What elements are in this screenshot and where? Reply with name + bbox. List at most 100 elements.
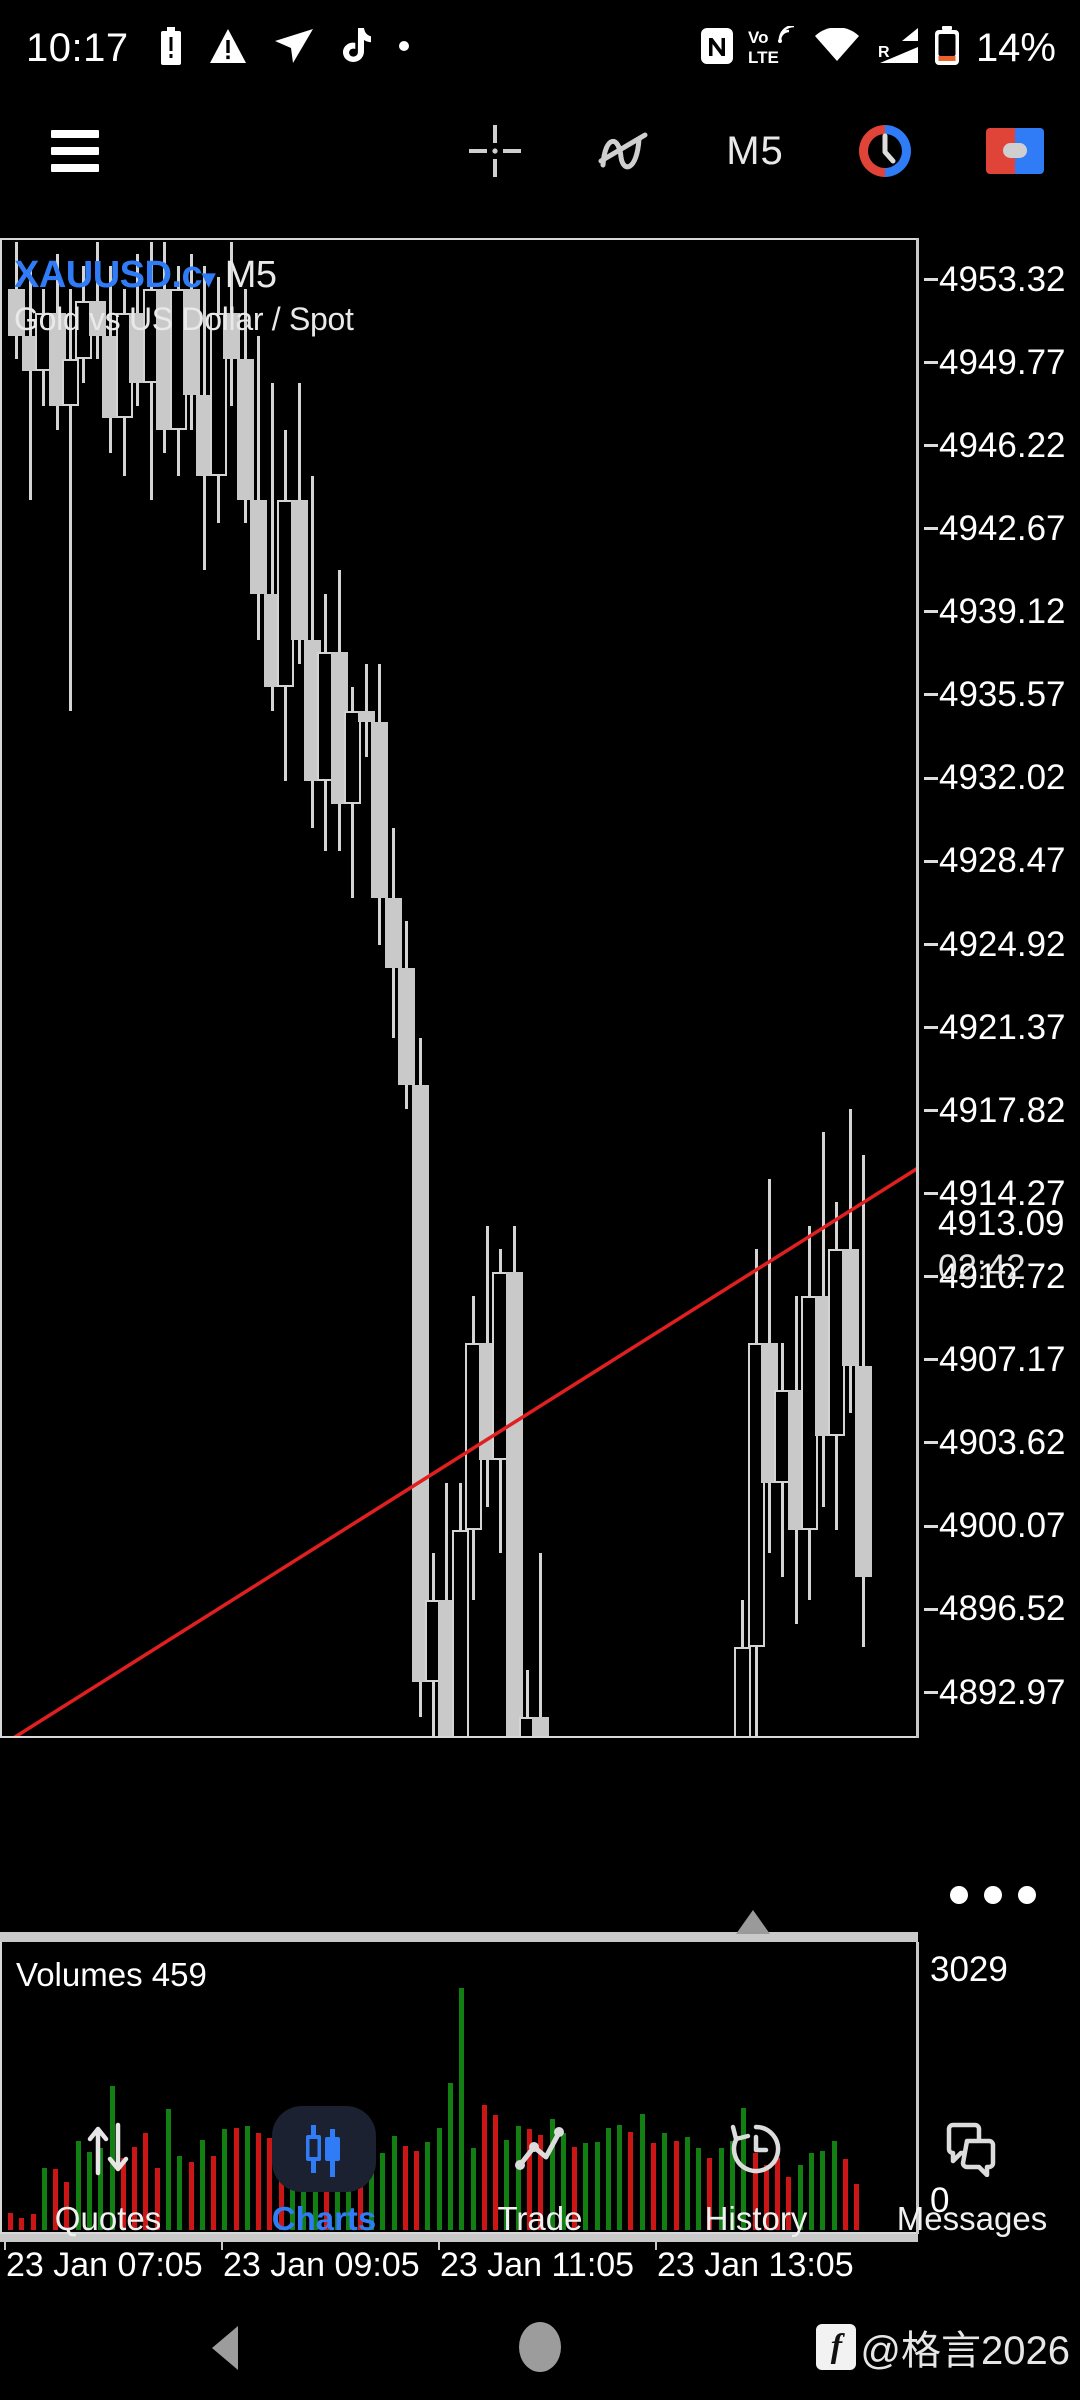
volume-bar xyxy=(662,2133,668,2230)
indicators-icon[interactable] xyxy=(560,96,690,206)
nav-item-trade[interactable]: Trade xyxy=(440,2106,640,2238)
candlestick xyxy=(384,240,402,1736)
candlestick xyxy=(48,240,66,1736)
hamburger-menu-icon[interactable] xyxy=(20,130,130,172)
status-right-icons: Vo LTE R 14% xyxy=(700,0,1056,96)
candlestick xyxy=(330,240,348,1736)
volume-bar xyxy=(730,2140,735,2230)
volume-bar xyxy=(763,2164,769,2230)
price-axis-label: 4900.07 xyxy=(924,1506,1066,1546)
trade-clock-icon[interactable] xyxy=(820,96,950,206)
trade-line-icon xyxy=(488,2106,592,2192)
system-navigation-bar: f @格言2026 xyxy=(0,2288,1080,2400)
volume-bar xyxy=(696,2148,702,2230)
volume-bar xyxy=(752,2153,758,2230)
candlestick xyxy=(828,240,846,1736)
more-options-icon[interactable] xyxy=(950,1886,1036,1904)
price-pane[interactable]: XAUUSD.c▾ M5 Gold vs US Dollar / Spot xyxy=(0,238,918,1738)
candlestick xyxy=(505,240,523,1736)
volume-bar xyxy=(98,2148,104,2230)
volume-bar xyxy=(628,2131,634,2230)
nav-item-history[interactable]: History xyxy=(656,2106,856,2238)
pane-splitter[interactable] xyxy=(0,1932,918,1942)
volume-bar xyxy=(504,2139,510,2230)
volume-bar xyxy=(560,2133,566,2230)
volume-bar xyxy=(673,2140,679,2230)
volume-title: Volumes 459 xyxy=(16,1956,207,1993)
nav-label-trade: Trade xyxy=(497,2200,583,2237)
volume-bar xyxy=(842,2158,848,2230)
nav-item-quotes[interactable]: Quotes xyxy=(8,2106,208,2238)
crosshair-icon[interactable] xyxy=(430,96,560,206)
nav-label-charts: Charts xyxy=(271,2200,377,2237)
watermark: f @格言2026 xyxy=(816,2318,1070,2376)
volume-bar xyxy=(651,2143,657,2230)
candlestick xyxy=(438,240,456,1736)
price-axis-label: 4939.12 xyxy=(924,592,1066,632)
time-axis-label: 23 Jan 11:05 xyxy=(440,2246,635,2284)
candlestick xyxy=(21,240,39,1736)
volume-bar xyxy=(617,2125,623,2230)
price-axis-labels[interactable]: 4953.32 4949.77 4946.22 4942.67 4939.12 4935.… xyxy=(924,238,1080,1738)
current-price-label: 4913.09 xyxy=(938,1203,1065,1243)
volume-bar xyxy=(391,2135,397,2230)
time-axis-tick xyxy=(655,2234,657,2250)
candlestick xyxy=(209,240,227,1736)
chart-area[interactable]: XAUUSD.c▾ M5 Gold vs US Dollar / Spot 49… xyxy=(0,206,1080,2284)
price-axis-line xyxy=(916,238,919,1738)
candlestick xyxy=(478,240,496,1736)
volume-bar xyxy=(481,2104,487,2230)
price-axis-label: 4928.47 xyxy=(924,841,1066,881)
candlestick xyxy=(236,240,254,1736)
volume-bar xyxy=(605,2127,611,2230)
back-triangle-icon[interactable] xyxy=(212,2326,238,2370)
status-time: 10:17 xyxy=(26,25,129,70)
toolbar-actions: M5 xyxy=(430,96,1080,206)
volume-min-label: 0 xyxy=(930,2181,950,2220)
volume-bar xyxy=(718,2148,724,2230)
volume-bar xyxy=(786,2176,792,2230)
timeframe-button[interactable]: M5 xyxy=(726,128,784,173)
pane-splitter-handle[interactable] xyxy=(736,1910,770,1934)
nav-label-messages: Messages xyxy=(896,2200,1048,2237)
one-click-trading-icon[interactable] xyxy=(950,96,1080,206)
volume-axis-line xyxy=(916,1942,919,2234)
home-circle-icon[interactable] xyxy=(519,2322,561,2372)
candlestick xyxy=(223,240,241,1736)
svg-text:LTE: LTE xyxy=(748,48,779,66)
volume-bar xyxy=(470,2148,476,2230)
volume-bar xyxy=(707,2157,713,2230)
volume-bar xyxy=(549,2119,555,2230)
nav-item-charts[interactable]: Charts xyxy=(224,2106,424,2238)
volume-bar xyxy=(808,2153,814,2230)
candlestick xyxy=(642,240,655,1736)
battery-alert-icon xyxy=(159,26,183,70)
time-axis-label: 23 Jan 09:05 xyxy=(223,2246,420,2284)
nav-item-messages[interactable]: Messages xyxy=(872,2106,1072,2238)
volume-bar xyxy=(380,2153,386,2230)
candlestick xyxy=(303,240,321,1736)
volume-bar xyxy=(323,2154,329,2230)
volume-bar xyxy=(436,2128,442,2230)
volume-bar xyxy=(30,2213,36,2230)
volume-bar xyxy=(572,2146,578,2230)
time-axis-tick xyxy=(221,2234,223,2250)
nfc-icon xyxy=(700,27,734,70)
candlestick xyxy=(102,240,120,1736)
candlestick xyxy=(62,240,80,1736)
volume-pane[interactable]: Volumes 459 xyxy=(0,1942,918,2234)
candlestick xyxy=(601,240,614,1736)
candlestick xyxy=(655,240,668,1736)
candlestick xyxy=(115,240,133,1736)
candlestick xyxy=(722,240,735,1736)
price-axis-label: 4946.22 xyxy=(924,426,1066,466)
price-axis-label: 4910.72 xyxy=(924,1257,1066,1297)
nav-label-history: History xyxy=(704,2200,808,2237)
volume-bar xyxy=(188,2162,194,2230)
warning-triangle-icon xyxy=(209,28,247,69)
volume-bar xyxy=(402,2145,408,2230)
candlestick xyxy=(561,240,574,1736)
candlestick xyxy=(696,240,709,1736)
candlestick xyxy=(277,240,295,1736)
time-axis-label: 23 Jan 13:05 xyxy=(657,2246,854,2284)
